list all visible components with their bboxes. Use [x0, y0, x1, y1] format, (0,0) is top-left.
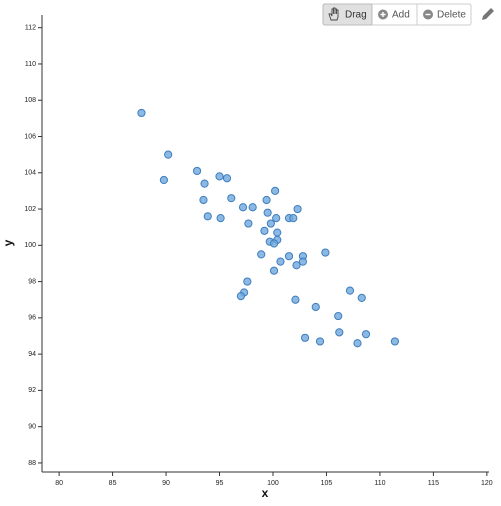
edit-icon[interactable] — [482, 8, 494, 20]
point — [257, 250, 266, 259]
point — [390, 337, 399, 346]
x-tick-label: 80 — [55, 480, 63, 487]
point — [262, 195, 271, 205]
point — [159, 175, 169, 185]
x-tick-label: 110 — [374, 480, 385, 487]
point — [203, 212, 212, 221]
add-icon-plus — [380, 12, 386, 17]
point — [345, 286, 355, 295]
point — [222, 174, 232, 183]
point — [236, 291, 246, 301]
point — [164, 150, 173, 159]
x-tick-label: 95 — [216, 480, 224, 487]
point — [192, 166, 202, 176]
y-tick-label: 94 — [28, 351, 36, 358]
x-tick-label: 105 — [321, 480, 333, 487]
drag-label: Drag — [345, 10, 367, 21]
y-tick-label: 108 — [24, 97, 36, 104]
y-tick-label: 106 — [24, 133, 36, 140]
point — [291, 295, 300, 304]
y-tick-label: 90 — [28, 424, 36, 431]
point — [244, 219, 253, 228]
point — [216, 214, 225, 223]
y-tick-label: 112 — [25, 25, 36, 32]
x-axis-title: x — [262, 486, 269, 500]
point — [276, 257, 285, 266]
point — [315, 337, 325, 346]
point — [248, 203, 257, 212]
y-tick-label: 88 — [28, 460, 36, 467]
point — [227, 194, 236, 203]
point — [289, 214, 298, 223]
point — [292, 261, 301, 270]
point — [215, 172, 224, 181]
drag-icon — [328, 7, 339, 21]
point — [199, 195, 208, 205]
point — [243, 277, 252, 286]
x-tick-label: 120 — [481, 480, 493, 487]
point — [357, 293, 366, 303]
point — [335, 328, 344, 337]
point — [300, 333, 310, 342]
point — [273, 228, 282, 237]
x-tick-label: 100 — [267, 480, 279, 487]
add-label: Add — [392, 10, 410, 21]
x-tick-label: 90 — [162, 480, 170, 487]
point — [284, 252, 294, 261]
y-axis-title: y — [1, 239, 15, 246]
y-tick-label: 100 — [24, 242, 36, 249]
point — [263, 208, 272, 217]
y-tick-label: 98 — [28, 278, 36, 285]
y-tick-label: 104 — [24, 170, 36, 177]
point — [271, 186, 280, 196]
point — [311, 302, 320, 312]
point — [200, 179, 209, 188]
point — [137, 108, 146, 118]
point — [269, 266, 279, 275]
y-tick-label: 110 — [25, 61, 36, 68]
y-tick-label: 102 — [24, 206, 36, 213]
point — [293, 204, 302, 214]
y-tick-label: 92 — [28, 387, 36, 394]
point — [353, 339, 362, 348]
point — [334, 311, 343, 321]
point — [272, 214, 281, 223]
point — [269, 239, 279, 248]
point — [266, 219, 275, 228]
point — [321, 248, 330, 257]
point — [260, 226, 269, 235]
x-tick-label: 115 — [428, 480, 439, 487]
point — [238, 203, 248, 212]
delete-label: Delete — [437, 10, 466, 21]
x-tick-label: 85 — [109, 480, 117, 487]
point — [361, 330, 371, 339]
y-tick-label: 96 — [28, 315, 36, 322]
toolbar: Drag Add Delete — [322, 3, 494, 26]
point — [298, 257, 308, 266]
